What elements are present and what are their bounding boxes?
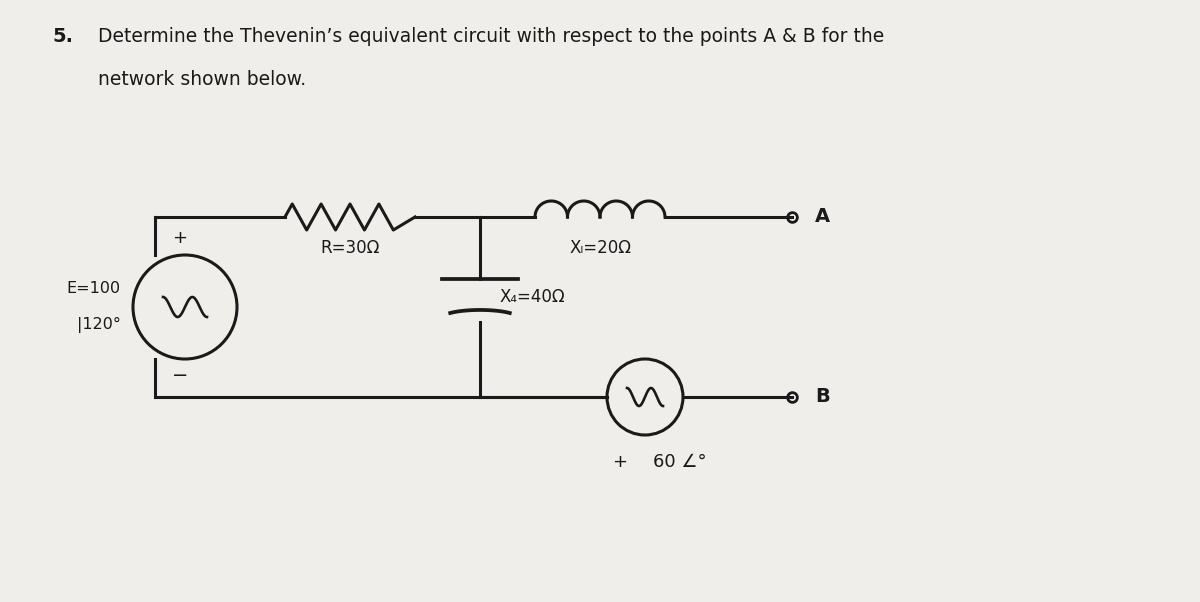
Text: −: − — [172, 367, 188, 385]
Text: +: + — [612, 453, 628, 471]
Text: A: A — [815, 208, 830, 226]
Text: 5.: 5. — [52, 27, 73, 46]
Text: +: + — [173, 229, 187, 247]
Text: Determine the Thevenin’s equivalent circuit with respect to the points A & B for: Determine the Thevenin’s equivalent circ… — [98, 27, 884, 46]
Text: E=100: E=100 — [67, 282, 121, 297]
Text: network shown below.: network shown below. — [98, 70, 306, 89]
Text: Xₗ=20Ω: Xₗ=20Ω — [569, 239, 631, 257]
Text: R=30Ω: R=30Ω — [320, 239, 379, 257]
Text: B: B — [815, 388, 829, 406]
Text: 60 ∠°: 60 ∠° — [653, 453, 707, 471]
Text: |120°: |120° — [77, 317, 121, 333]
Text: X₄=40Ω: X₄=40Ω — [500, 288, 565, 306]
